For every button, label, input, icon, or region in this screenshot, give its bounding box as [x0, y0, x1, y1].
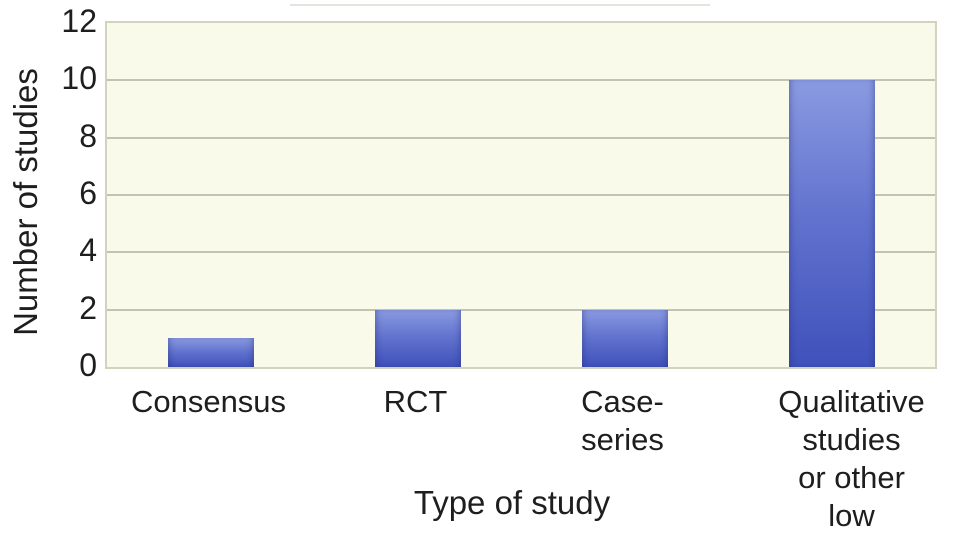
x-axis-title: Type of study	[413, 484, 611, 521]
gridline-y-6	[107, 194, 935, 196]
bar-qualitative	[788, 80, 875, 367]
x-tick-label-qualitative: Qualitative studies or other low quality…	[778, 384, 925, 542]
y-tick-label-10: 10	[61, 60, 97, 97]
y-tick-label-4: 4	[79, 232, 97, 269]
bar-case	[581, 309, 668, 367]
x-tick-label-case: Case- series	[581, 384, 664, 457]
y-tick-label-6: 6	[79, 175, 97, 211]
bar-consensus	[167, 338, 254, 367]
y-axis-ticks: 0 2 4 6 8 10 12	[0, 5, 97, 381]
x-tick-label-consensus: Consensus	[130, 384, 287, 419]
gridline-y-10	[107, 79, 935, 82]
gridline-y-8	[107, 136, 935, 139]
y-tick-label-0: 0	[79, 347, 97, 383]
y-tick-label-12: 12	[61, 3, 97, 39]
bar-rct	[374, 309, 461, 367]
x-tick-label-rct: RCT	[383, 384, 448, 419]
y-tick-label-2: 2	[79, 289, 97, 326]
gridline-y-4	[107, 251, 935, 254]
plot-area	[105, 21, 937, 369]
gridline-y-2	[107, 308, 935, 311]
top-edge-artifact-line	[290, 4, 710, 6]
y-tick-label-8: 8	[79, 117, 97, 154]
x-axis-labels: Consensus RCT Case- series Qualitative stud…	[105, 383, 933, 542]
